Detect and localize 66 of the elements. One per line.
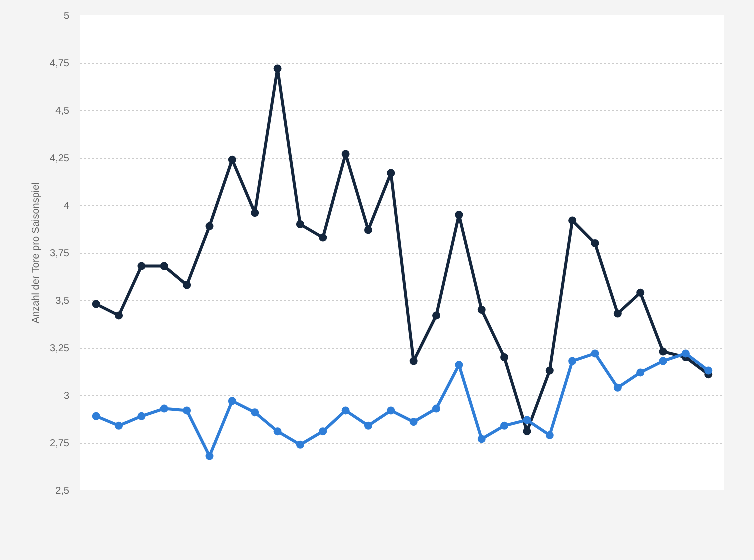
point — [546, 431, 554, 440]
y-tick-label: 3,5 — [56, 296, 70, 307]
point — [568, 357, 577, 366]
point — [183, 406, 192, 415]
point — [228, 397, 236, 406]
point — [206, 222, 214, 230]
point — [138, 412, 146, 420]
point — [636, 368, 645, 377]
point — [296, 440, 304, 449]
y-tick-label: 4,25 — [50, 154, 70, 164]
point — [478, 435, 486, 444]
point — [682, 350, 690, 358]
point — [500, 422, 509, 430]
point — [455, 211, 464, 219]
point — [410, 418, 418, 426]
y-tick-label: 4 — [64, 201, 70, 212]
point — [183, 281, 192, 290]
point — [115, 312, 124, 320]
point — [659, 348, 668, 356]
point — [455, 361, 464, 370]
point — [614, 310, 622, 318]
y-tick-label: 3 — [64, 391, 70, 402]
point — [160, 404, 168, 413]
point — [319, 234, 328, 242]
y-tick-label: 3,25 — [50, 344, 70, 354]
point — [160, 262, 168, 270]
y-tick-label: 2,5 — [56, 486, 70, 497]
point — [319, 428, 328, 436]
point — [410, 357, 418, 366]
point — [478, 306, 486, 314]
point — [251, 209, 260, 218]
point — [432, 312, 441, 320]
y-tick-label: 5 — [64, 11, 70, 22]
point — [387, 169, 396, 178]
point — [591, 240, 600, 248]
point — [523, 428, 532, 436]
point — [636, 288, 645, 297]
point — [364, 422, 372, 430]
y-axis-title: Anzahl der Tore pro Saisonspiel — [31, 182, 42, 324]
point — [364, 226, 372, 234]
y-tick-label: 2,75 — [50, 438, 70, 450]
point — [500, 354, 509, 362]
point — [591, 350, 600, 358]
point — [138, 262, 146, 270]
point — [274, 428, 282, 436]
y-tick-label: 3,75 — [50, 248, 70, 260]
point — [342, 406, 350, 415]
y-tick-label: 4,5 — [56, 106, 70, 117]
point — [296, 220, 304, 228]
point — [92, 412, 100, 420]
point — [92, 300, 100, 308]
point — [387, 406, 396, 415]
point — [546, 366, 554, 375]
point — [274, 64, 282, 73]
point — [659, 357, 668, 366]
point — [251, 408, 260, 417]
point — [342, 150, 350, 158]
point — [228, 156, 236, 164]
point — [206, 452, 214, 460]
point — [704, 366, 713, 375]
point — [614, 384, 622, 392]
point — [568, 216, 577, 225]
point — [432, 404, 441, 413]
point — [115, 422, 124, 430]
point — [523, 416, 532, 424]
y-tick-label: 4,75 — [50, 58, 70, 70]
